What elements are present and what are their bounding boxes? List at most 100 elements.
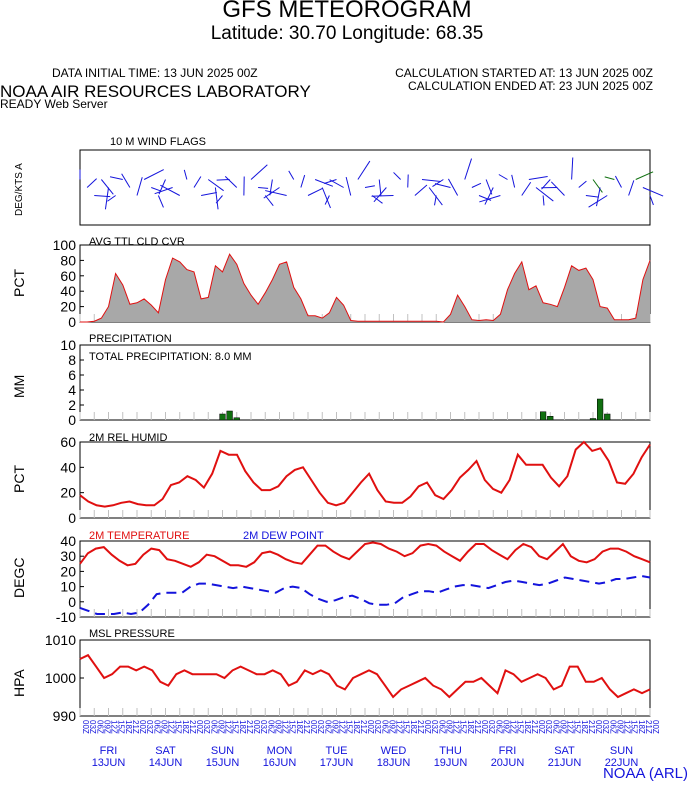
wind-flag	[314, 179, 334, 187]
x-hour-label: 21Z	[359, 720, 368, 734]
x-hour-label: 09Z	[387, 720, 396, 734]
x-hour-label: 15Z	[345, 720, 354, 734]
precip-bar	[597, 398, 604, 421]
wind-flag	[109, 176, 123, 180]
x-hour-label: 21Z	[131, 720, 140, 734]
y-tick-label-cloud: 60	[60, 268, 76, 284]
wind-flag	[588, 195, 608, 208]
x-day-label: TUE	[326, 745, 348, 757]
page-title: GFS METEOROGRAM	[222, 0, 472, 23]
wind-flag	[264, 195, 274, 207]
x-hour-label: 00Z	[195, 720, 204, 734]
wind-flag	[214, 187, 219, 210]
x-date-label: 21JUN	[548, 757, 582, 769]
wind-flag	[604, 176, 615, 180]
x-hour-label: 06Z	[551, 720, 560, 734]
cloud-area	[80, 254, 650, 322]
y-tick-label-cloud: 40	[60, 283, 76, 299]
wind-flag	[542, 195, 545, 206]
wind-flag	[193, 176, 202, 188]
x-hour-label: 18Z	[523, 720, 532, 734]
wind-flag	[432, 179, 444, 187]
x-hour-label: 09Z	[501, 720, 510, 734]
x-hour-label: 21Z	[530, 720, 539, 734]
x-hour-label: 15Z	[516, 720, 525, 734]
x-hour-label: 21Z	[416, 720, 425, 734]
y-tick-label-cloud: 100	[53, 237, 77, 253]
pres-title: MSL PRESSURE	[89, 628, 175, 640]
wind-flag	[157, 195, 164, 208]
lat-lon: Latitude: 30.70 Longitude: 68.35	[210, 23, 484, 44]
x-date-label: 17JUN	[320, 757, 354, 769]
wind-flag	[121, 173, 131, 188]
x-hour-label: 03Z	[88, 720, 97, 734]
temp-line	[79, 541, 651, 568]
x-hour-label: 18Z	[580, 720, 589, 734]
x-hour-label: 15Z	[402, 720, 411, 734]
x-hour-label: 21Z	[587, 720, 596, 734]
wind-flag	[484, 187, 494, 205]
wind-flag	[201, 191, 217, 196]
y-tick-label-temp: 10	[60, 579, 76, 595]
wind-flag	[300, 174, 306, 188]
x-hour-label: 15Z	[174, 720, 183, 734]
chart-marks: 00Z03Z06Z09Z12Z15Z18Z21Z00Z03Z06Z09Z12Z1…	[79, 157, 664, 769]
x-hour-label: 00Z	[81, 720, 90, 734]
y-tick-label-precip: 2	[68, 397, 76, 413]
wind-flag	[614, 175, 622, 188]
x-date-label: 15JUN	[206, 757, 240, 769]
x-hour-label: 15Z	[573, 720, 582, 734]
y-tick-label-temp: 30	[60, 548, 76, 564]
x-hour-label: 15Z	[288, 720, 297, 734]
wind-flag	[479, 195, 501, 203]
wind-flag	[258, 187, 269, 189]
y-tick-label-precip: 8	[68, 352, 76, 368]
wind-flag	[421, 179, 441, 182]
x-hour-label: 00Z	[480, 720, 489, 734]
precip-ylabel: MM	[11, 375, 27, 398]
x-hour-label: 18Z	[181, 720, 190, 734]
pres-ylabel: HPA	[11, 669, 27, 697]
x-hour-label: 03Z	[487, 720, 496, 734]
y-tick-label-rh: 0	[68, 510, 76, 526]
calc-ended: CALCULATION ENDED AT: 23 JUN 2025 00Z	[408, 79, 653, 93]
wind-flag	[635, 171, 654, 180]
x-hour-label: 18Z	[124, 720, 133, 734]
wind-flag	[498, 174, 508, 180]
y-tick-label-temp: 40	[60, 533, 76, 549]
wind-flag	[136, 177, 143, 196]
x-date-label: 16JUN	[263, 757, 297, 769]
x-hour-label: 21Z	[188, 720, 197, 734]
wind-flag	[578, 180, 587, 188]
x-hour-label: 09Z	[330, 720, 339, 734]
precip-total: TOTAL PRECIPITATION: 8.0 MM	[89, 351, 252, 363]
wind-flag	[373, 187, 387, 203]
wind-flag	[585, 195, 599, 198]
x-day-label: FRI	[100, 745, 118, 757]
wind-flag	[447, 178, 459, 196]
y-tick-label-pres: 990	[53, 708, 77, 724]
x-hour-label: 09Z	[216, 720, 225, 734]
x-hour-label: 00Z	[423, 720, 432, 734]
wind-flag	[151, 187, 161, 192]
wind-flag	[154, 187, 173, 195]
wind-flag	[592, 179, 603, 193]
wind-flag	[107, 195, 116, 202]
x-date-label: 20JUN	[491, 757, 525, 769]
x-hour-label: 12Z	[452, 720, 461, 734]
cloud-ylabel: PCT	[11, 269, 27, 297]
wind-flag	[86, 178, 97, 188]
wind-flag	[642, 187, 664, 197]
wind-flag	[371, 195, 383, 204]
x-hour-label: 12Z	[566, 720, 575, 734]
x-hour-label: 12Z	[338, 720, 347, 734]
y-tick-label-precip: 6	[68, 367, 76, 383]
wind-ylabel: DEG/KTS A	[14, 163, 25, 216]
x-hour-label: 03Z	[373, 720, 382, 734]
x-hour-label: 21Z	[302, 720, 311, 734]
y-tick-label-cloud: 20	[60, 299, 76, 315]
x-hour-label: 00Z	[651, 720, 660, 734]
x-hour-label: 03Z	[544, 720, 553, 734]
x-hour-label: 03Z	[601, 720, 610, 734]
dew-line	[79, 574, 651, 616]
